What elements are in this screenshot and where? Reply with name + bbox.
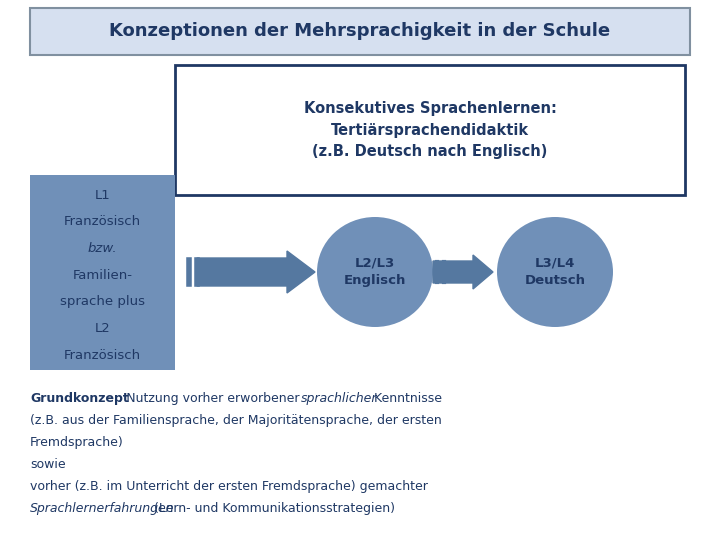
Text: Französisch: Französisch xyxy=(64,349,141,362)
Text: Sprachlernerfahrungen: Sprachlernerfahrungen xyxy=(30,502,175,515)
Text: (Lern- und Kommunikationsstrategien): (Lern- und Kommunikationsstrategien) xyxy=(150,502,395,515)
Text: sprachlicher: sprachlicher xyxy=(301,392,377,405)
Text: vorher (z.B. im Unterricht der ersten Fremdsprache) gemachter: vorher (z.B. im Unterricht der ersten Fr… xyxy=(30,480,428,493)
Text: L1: L1 xyxy=(94,188,110,201)
FancyBboxPatch shape xyxy=(30,175,175,370)
Text: : Nutzung vorher erworbener: : Nutzung vorher erworbener xyxy=(118,392,304,405)
Text: (z.B. aus der Familiensprache, der Majoritätensprache, der ersten: (z.B. aus der Familiensprache, der Major… xyxy=(30,414,442,427)
FancyArrow shape xyxy=(197,251,315,293)
Text: Grundkonzept: Grundkonzept xyxy=(30,392,129,405)
Text: Französisch: Französisch xyxy=(64,215,141,228)
Text: Konzeptionen der Mehrsprachigkeit in der Schule: Konzeptionen der Mehrsprachigkeit in der… xyxy=(109,23,611,40)
Text: bzw.: bzw. xyxy=(88,242,117,255)
Text: Kenntnisse: Kenntnisse xyxy=(370,392,442,405)
Ellipse shape xyxy=(317,217,433,327)
Text: sowie: sowie xyxy=(30,458,66,471)
Text: Konsekutives Sprachenlernen:
Tertiärsprachendidaktik
(z.B. Deutsch nach Englisch: Konsekutives Sprachenlernen: Tertiärspra… xyxy=(304,101,557,159)
Ellipse shape xyxy=(497,217,613,327)
FancyBboxPatch shape xyxy=(175,65,685,195)
Text: sprache plus: sprache plus xyxy=(60,295,145,308)
Text: L2/L3
Englisch: L2/L3 Englisch xyxy=(344,257,406,287)
Text: L3/L4
Deutsch: L3/L4 Deutsch xyxy=(524,257,585,287)
Text: Familien-: Familien- xyxy=(73,269,132,282)
FancyArrow shape xyxy=(433,255,493,289)
FancyBboxPatch shape xyxy=(30,8,690,55)
Text: Fremdsprache): Fremdsprache) xyxy=(30,436,124,449)
Text: L2: L2 xyxy=(94,322,110,335)
